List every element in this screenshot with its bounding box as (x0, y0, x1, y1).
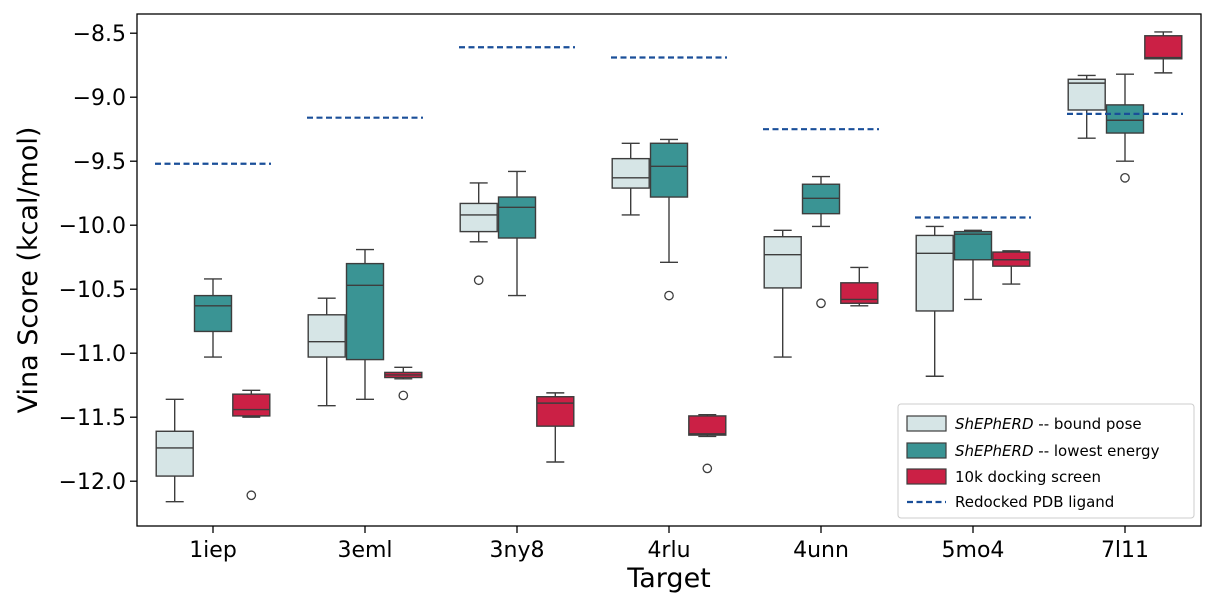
box-2-3ny8 (536, 392, 575, 463)
y-tick-label: −11.0 (59, 342, 126, 367)
legend-label-lowest-energy: ShEPhERD -- lowest energy (955, 442, 1160, 460)
box-body (611, 157, 650, 189)
box-0-3eml (307, 297, 346, 407)
reference-lines (155, 46, 1183, 219)
box-0-1iep (155, 398, 194, 503)
box-1-5mo4 (953, 229, 993, 301)
x-axis-label: Target (626, 563, 711, 594)
legend-label-bound-pose: ShEPhERD -- bound pose (955, 415, 1142, 433)
y-tick-label: −9.0 (73, 86, 126, 111)
outlier-point (664, 290, 674, 301)
box-0-4rlu (611, 142, 650, 216)
box-2-7l11 (1144, 31, 1183, 74)
outlier-point (816, 298, 826, 309)
legend-item-lowest-energy: ShEPhERD -- lowest energy (906, 442, 1160, 460)
box-0-5mo4 (915, 225, 954, 377)
box-body (915, 234, 954, 312)
box-body (307, 314, 346, 358)
box-1-3eml (345, 248, 385, 400)
outlier-point (1120, 172, 1130, 183)
legend-item-docking-screen: 10k docking screen (906, 468, 1101, 486)
plot-area (136, 13, 1202, 527)
box-body (1144, 35, 1183, 60)
y-tick-label: −10.5 (59, 278, 126, 303)
box-body (840, 282, 879, 304)
box-body (688, 415, 727, 436)
box-2-4rlu (688, 413, 727, 474)
legend-label-docking-screen: 10k docking screen (955, 468, 1101, 486)
box-1-1iep (193, 278, 233, 358)
box-body (155, 430, 194, 477)
box-body (497, 196, 537, 239)
legend-frame (897, 403, 1195, 519)
box-1-4rlu (649, 138, 689, 301)
y-axis: −8.5 −9.0 −9.5 −10.0 −10.5 −11.0 −11.5 −12.0 (59, 22, 137, 495)
y-tick-label: −11.5 (59, 406, 126, 431)
box-2-5mo4 (992, 250, 1031, 285)
box-body (345, 262, 385, 361)
box-2-3eml (384, 366, 423, 401)
legend: ShEPhERD -- bound pose ShEPhERD -- lowes… (897, 403, 1195, 519)
x-tick-label: 4rlu (647, 538, 690, 563)
box-body (1067, 78, 1106, 111)
box-marks (155, 31, 1183, 503)
box-body (459, 202, 498, 233)
outlier-point (398, 390, 409, 401)
box-1-7l11 (1105, 73, 1145, 183)
x-tick-label: 3eml (337, 538, 392, 563)
box-body (763, 236, 802, 289)
x-tick-label: 7l11 (1101, 538, 1149, 563)
outlier-point (246, 490, 257, 501)
outlier-point (702, 463, 713, 474)
outlier-point (473, 275, 484, 286)
y-tick-label: −12.0 (59, 470, 126, 495)
box-0-3ny8 (459, 182, 498, 286)
legend-label-redocked: Redocked PDB ligand (955, 493, 1114, 511)
box-body (232, 393, 271, 417)
x-tick-label: 1iep (189, 538, 237, 563)
y-tick-label: −8.5 (73, 22, 126, 47)
x-tick-label: 3ny8 (490, 538, 545, 563)
legend-swatch-lowest-energy (906, 442, 947, 459)
legend-swatch-docking-screen (906, 468, 947, 485)
box-1-3ny8 (497, 170, 537, 297)
box-body (953, 230, 993, 261)
box-2-4unn (840, 266, 879, 307)
box-body (536, 396, 575, 427)
legend-item-bound-pose: ShEPhERD -- bound pose (906, 415, 1142, 433)
box-2-1iep (232, 389, 271, 501)
legend-item-redocked: Redocked PDB ligand (907, 493, 1114, 511)
x-tick-label: 5mo4 (942, 538, 1005, 563)
x-axis: 1iep 3eml 3ny8 4rlu 4unn 5mo4 7l11 (189, 526, 1149, 563)
box-body (649, 142, 689, 198)
y-axis-label: Vina Score (kcal/mol) (13, 127, 44, 414)
y-tick-label: −9.5 (73, 150, 126, 175)
y-tick-label: −10.0 (59, 214, 126, 239)
box-body (1105, 104, 1145, 134)
box-body (193, 294, 233, 333)
box-0-4unn (763, 229, 802, 358)
x-tick-label: 4unn (793, 538, 849, 563)
box-0-7l11 (1067, 74, 1106, 139)
legend-swatch-bound-pose (906, 415, 947, 432)
box-1-4unn (801, 175, 841, 309)
